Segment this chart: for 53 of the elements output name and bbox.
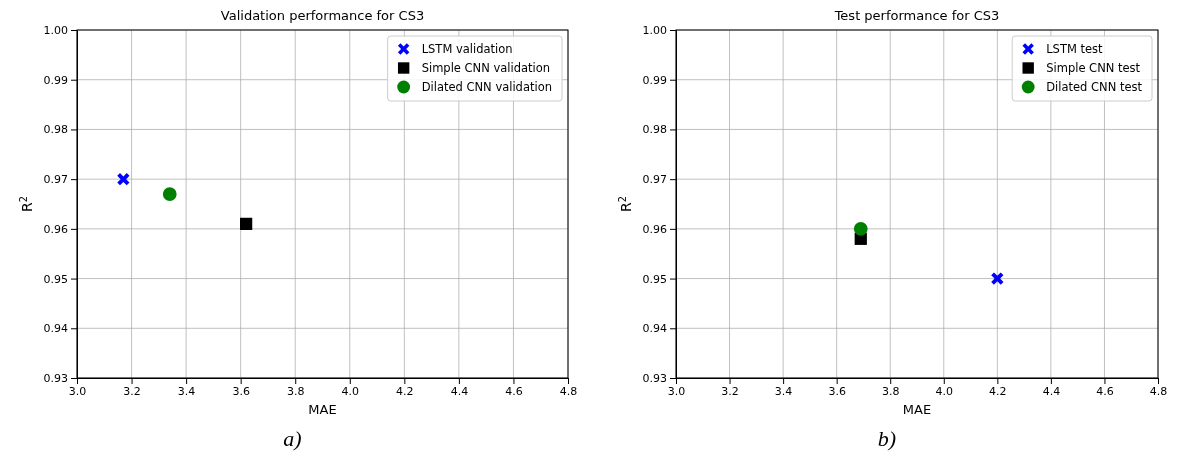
legend-label: Dilated CNN test bbox=[1046, 80, 1143, 94]
chart-title: Test performance for CS3 bbox=[833, 8, 1000, 23]
legend-label: LSTM test bbox=[1046, 42, 1104, 56]
x-tick-label: 3.6 bbox=[232, 384, 250, 398]
chart-title: Validation performance for CS3 bbox=[220, 8, 425, 23]
y-tick-label: 0.95 bbox=[642, 272, 667, 286]
y-tick-label: 0.99 bbox=[642, 73, 667, 87]
x-tick-label: 3.4 bbox=[774, 384, 793, 398]
x-tick-label: 3.0 bbox=[68, 384, 87, 398]
x-tick-label: 4.2 bbox=[396, 384, 414, 398]
y-tick-label: 0.95 bbox=[43, 272, 68, 286]
x-tick-label: 3.8 bbox=[286, 384, 305, 398]
y-tick-label: 0.97 bbox=[43, 173, 68, 187]
y-tick-label: 0.98 bbox=[642, 123, 667, 137]
y-tick-label: 0.93 bbox=[642, 372, 667, 386]
point bbox=[117, 173, 130, 186]
legend-label: Simple CNN validation bbox=[421, 61, 551, 75]
x-tick-label: 3.4 bbox=[177, 384, 196, 398]
point bbox=[991, 272, 1004, 285]
legend-label: Simple CNN test bbox=[1046, 61, 1141, 75]
x-tick-label: 4.6 bbox=[505, 384, 523, 398]
x-axis-title: MAE bbox=[902, 402, 932, 417]
y-tick-label: 0.97 bbox=[642, 173, 667, 187]
x-tick-label: 4.4 bbox=[450, 384, 469, 398]
x-axis-title: MAE bbox=[308, 402, 337, 417]
x-tick-label: 4.4 bbox=[1042, 384, 1061, 398]
x-tick-label: 3.0 bbox=[667, 384, 686, 398]
point bbox=[240, 217, 253, 231]
point bbox=[162, 187, 177, 201]
legend-label: Dilated CNN validation bbox=[421, 80, 552, 94]
x-tick-label: 4.0 bbox=[341, 384, 360, 398]
x-tick-label: 4.2 bbox=[989, 384, 1007, 398]
x-tick-label: 3.6 bbox=[828, 384, 846, 398]
y-tick-label: 0.94 bbox=[43, 322, 68, 336]
y-tick-label: 0.96 bbox=[43, 222, 68, 236]
x-tick-label: 4.6 bbox=[1096, 384, 1114, 398]
x-tick-label: 4.8 bbox=[559, 384, 578, 398]
x-tick-label: 4.0 bbox=[935, 384, 954, 398]
y-tick-label: 0.94 bbox=[642, 322, 667, 336]
x-tick-label: 3.8 bbox=[881, 384, 900, 398]
x-tick-label: 4.8 bbox=[1149, 384, 1168, 398]
legend-label: LSTM validation bbox=[421, 42, 513, 56]
y-tick-label: 0.93 bbox=[43, 372, 68, 386]
y-tick-label: 1.00 bbox=[43, 24, 68, 38]
x-tick-label: 3.2 bbox=[123, 384, 141, 398]
y-tick-label: 0.99 bbox=[43, 73, 68, 87]
y-tick-label: 0.96 bbox=[642, 222, 667, 236]
point bbox=[853, 221, 868, 236]
y-tick-label: 0.98 bbox=[43, 123, 68, 137]
x-tick-label: 3.2 bbox=[721, 384, 739, 398]
text: b) bbox=[877, 426, 897, 451]
y-tick-label: 1.00 bbox=[642, 24, 667, 38]
text: a) bbox=[283, 426, 302, 451]
